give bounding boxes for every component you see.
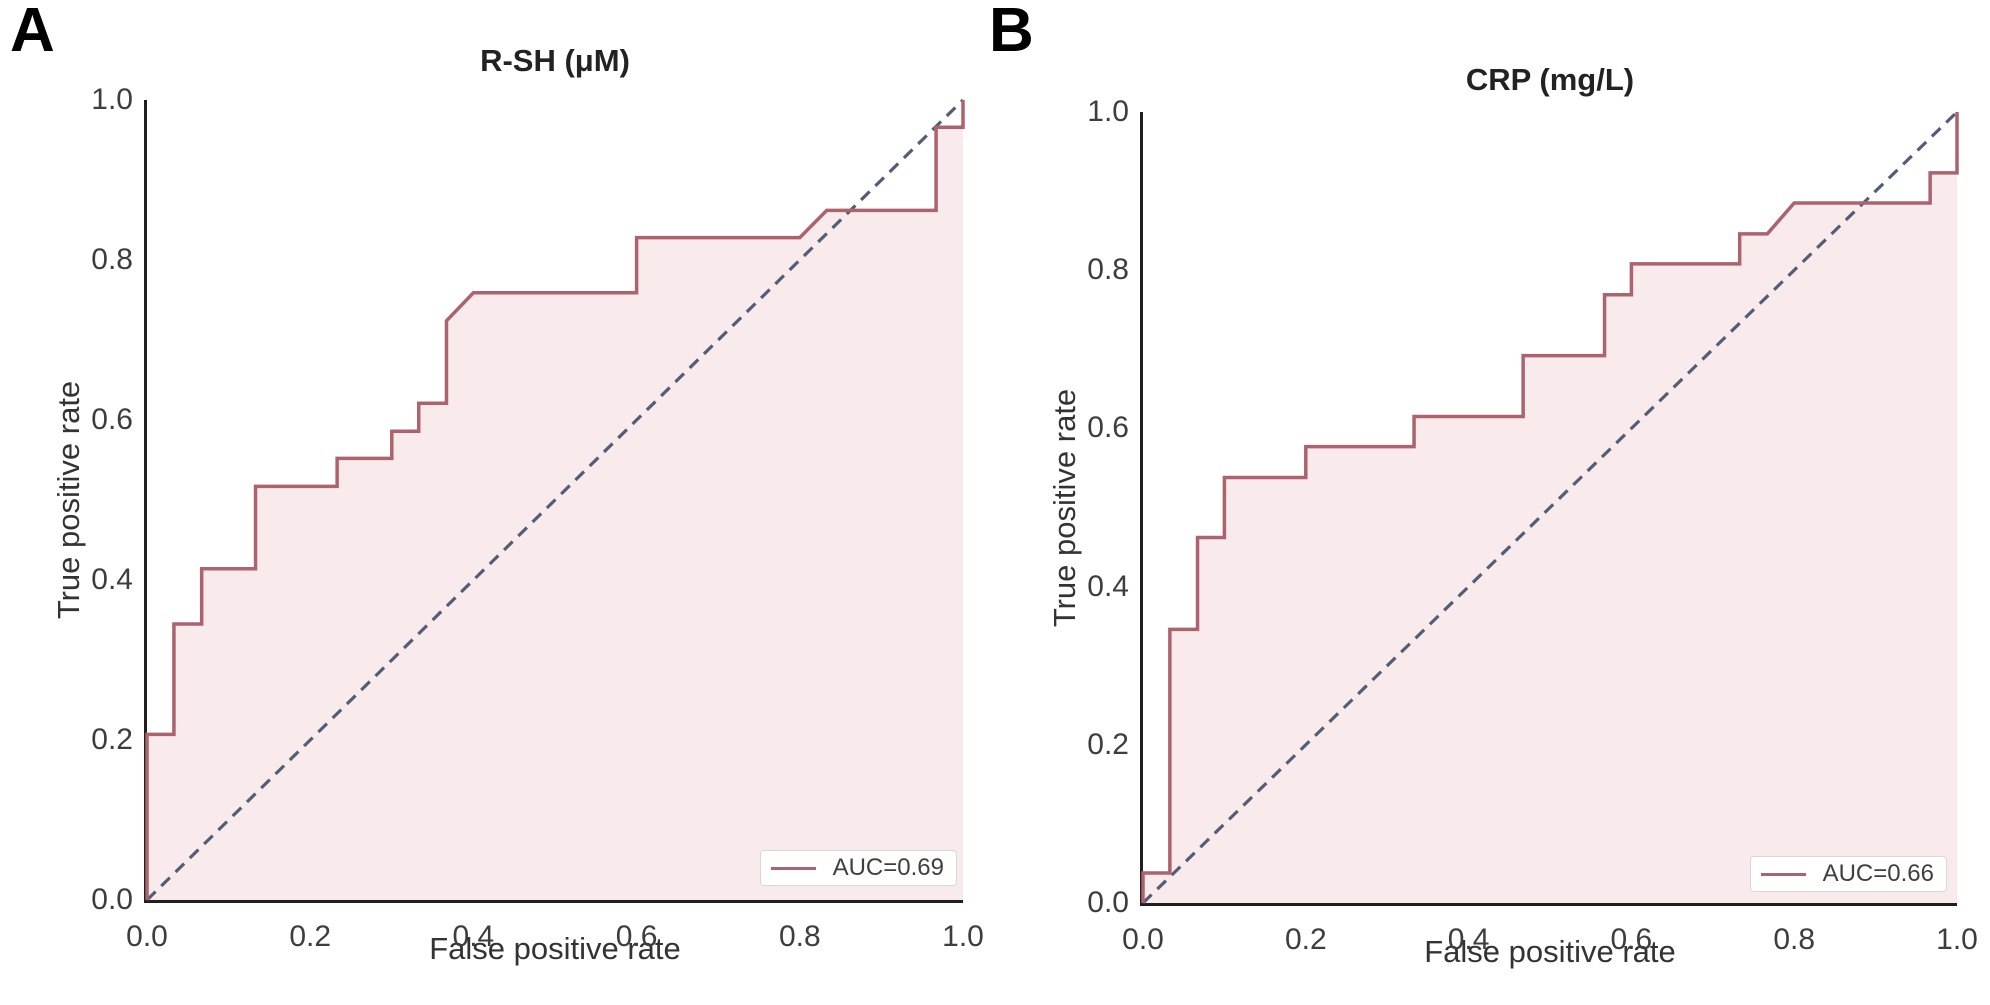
x-tick-label: 0.4 xyxy=(1447,923,1490,956)
legend-line-swatch xyxy=(770,866,816,870)
y-tick-label: 1.0 xyxy=(1087,95,1129,128)
x-tick-label: 0.6 xyxy=(1610,923,1653,956)
x-tick-label: 0.8 xyxy=(1773,923,1816,956)
panel-title: R-SH (μM) xyxy=(480,43,630,78)
y-tick-label: 0.0 xyxy=(91,883,133,916)
roc-chart xyxy=(1141,110,1959,905)
x-tick-label: 0.8 xyxy=(778,920,821,953)
roc-chart xyxy=(145,98,965,902)
x-tick-label: 0.2 xyxy=(289,920,332,953)
x-tick-label: 1.0 xyxy=(942,920,984,953)
panel-b: B CRP (mg/L) True positive rate False po… xyxy=(989,0,1990,1005)
x-tick-label: 0.6 xyxy=(615,920,658,953)
plot-area: CRP (mg/L) True positive rate False posi… xyxy=(1047,62,1978,969)
x-axis-label: False positive rate xyxy=(429,931,681,966)
y-tick-label: 0.8 xyxy=(1087,253,1129,287)
x-tick-label: 0.2 xyxy=(1284,923,1327,956)
y-tick-label: 0.6 xyxy=(91,403,133,436)
y-tick-label: 0.2 xyxy=(1087,727,1129,761)
x-tick-label: 1.0 xyxy=(1936,923,1978,956)
x-tick-label: 0.0 xyxy=(1122,923,1164,956)
y-tick-label: 0.6 xyxy=(1087,411,1129,445)
panel-title: CRP (mg/L) xyxy=(1465,62,1635,97)
legend-label: AUC=0.66 xyxy=(1822,860,1934,887)
legend-box: AUC=0.69 xyxy=(759,850,957,886)
plot-area: R-SH (μM) True positive rate False posit… xyxy=(51,43,984,966)
legend-line-swatch xyxy=(1760,872,1806,876)
x-tick-label: 0.0 xyxy=(126,920,168,953)
x-axis-label: False positive rate xyxy=(1424,934,1676,969)
panel-letter-b: B xyxy=(989,0,1034,65)
legend-label: AUC=0.69 xyxy=(832,854,944,881)
y-tick-label: 1.0 xyxy=(91,83,133,116)
y-axis-label: True positive rate xyxy=(51,380,86,620)
y-axis-label: True positive rate xyxy=(1047,388,1082,627)
y-tick-label: 0.8 xyxy=(91,243,133,276)
panel-letter-a: A xyxy=(10,0,55,65)
panel-a: A R-SH (μM) True positive rate False pos… xyxy=(10,0,984,966)
x-tick-label: 0.4 xyxy=(452,920,495,953)
y-tick-label: 0.4 xyxy=(1087,569,1129,603)
y-tick-label: 0.0 xyxy=(1087,886,1129,919)
y-tick-label: 0.4 xyxy=(91,563,133,596)
y-tick-label: 0.2 xyxy=(91,723,133,756)
legend-box: AUC=0.66 xyxy=(1749,856,1947,892)
